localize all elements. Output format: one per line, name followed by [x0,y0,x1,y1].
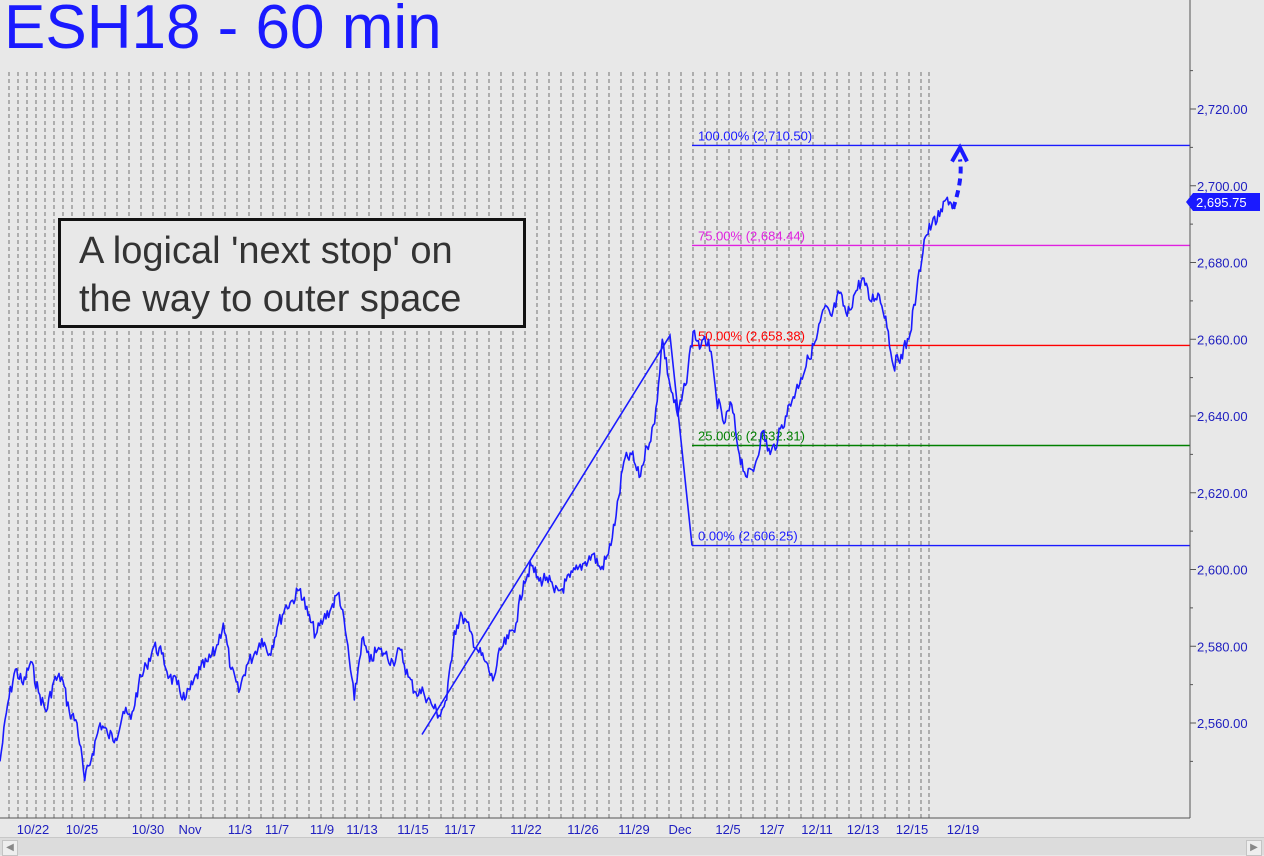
x-tick-label: 12/5 [715,822,740,837]
x-tick-label: 11/26 [567,822,599,837]
chart-title: ESH18 - 60 min [4,0,442,62]
axes [0,0,1191,819]
y-tick-label: 2,700.00 [1197,179,1248,194]
y-tick-label: 2,580.00 [1197,639,1248,654]
x-tick-label: 12/7 [759,822,784,837]
x-tick-label: 11/29 [618,822,650,837]
y-axis-ticks: 2,560.00 2,580.00 2,600.00 2,620.00 2,640.00… [1190,70,1248,839]
y-tick-label: 2,660.00 [1197,332,1248,347]
projection-arrowhead [950,143,969,163]
x-tick-label: 10/22 [17,822,50,837]
x-tick-label: 11/22 [510,822,542,837]
x-tick-label: 10/30 [132,822,165,837]
y-tick-label: 2,560.00 [1197,716,1248,731]
scroll-left-icon[interactable]: ◀ [2,840,18,856]
x-tick-label: 11/15 [397,822,429,837]
y-tick-label: 2,680.00 [1197,256,1248,271]
x-tick-label: 12/13 [847,822,880,837]
x-tick-label: 11/3 [228,822,252,837]
x-tick-label: 11/7 [265,822,289,837]
fib-level-label: 75.00% (2,684.44) [698,228,805,243]
y-tick-label: 2,720.00 [1197,102,1248,117]
x-tick-label: 11/13 [346,822,378,837]
price-series [0,196,956,782]
y-tick-label: 2,600.00 [1197,563,1248,578]
last-price-marker: 2,695.75 [1186,193,1260,212]
x-tick-label: 12/19 [947,822,980,837]
projection-shaft [951,159,963,210]
x-tick-label: 10/25 [66,822,99,837]
annotation-box: A logical 'next stop' on the way to oute… [58,218,526,328]
last-price-label: 2,695.75 [1196,195,1247,210]
x-tick-label: Nov [178,822,202,837]
x-tick-label: Dec [668,822,692,837]
fib-level-label: 50.00% (2,658.38) [698,328,805,343]
abc-line [421,333,693,735]
y-tick-label: 2,640.00 [1197,409,1248,424]
fib-level-label: 100.00% (2,710.50) [698,128,812,143]
fibonacci-levels: 100.00% (2,710.50) 75.00% (2,684.44) 50.00… [692,128,1190,547]
last-price-tag [1186,193,1260,212]
horizontal-scrollbar[interactable]: ◀ ▶ [0,837,1264,856]
x-tick-label: 12/11 [801,822,833,837]
projection-arrow [950,143,969,210]
scroll-right-icon[interactable]: ▶ [1246,840,1262,856]
x-axis-ticks: 10/22 10/25 10/30 Nov 11/3 11/7 11/9 11/13 11/15… [17,822,980,837]
fib-level-label: 25.00% (2,632.31) [698,429,805,444]
abc-pattern [421,333,693,735]
x-tick-label: 11/17 [444,822,476,837]
y-tick-label: 2,620.00 [1197,486,1248,501]
fib-level-label: 0.00% (2,606.25) [698,529,798,544]
x-tick-label: 11/9 [310,822,334,837]
price-line [0,196,956,782]
x-tick-label: 12/15 [896,822,929,837]
